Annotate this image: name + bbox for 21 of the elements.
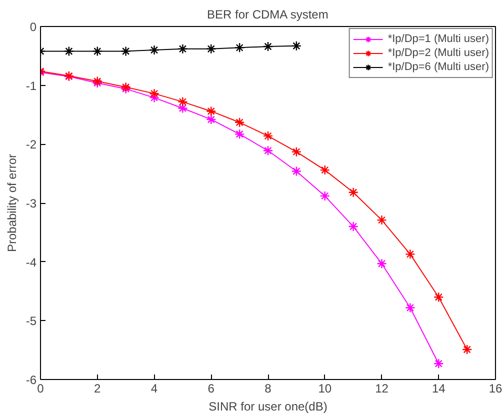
x-tick-label: 4 <box>150 382 158 396</box>
y-axis-title: Probability of error <box>4 154 19 252</box>
legend-label: *Ip/Dp=2 (Multi user) <box>388 46 489 60</box>
y-tick-label: -6 <box>26 373 37 387</box>
legend-label: *Ip/Dp=1 (Multi user) <box>388 32 489 46</box>
x-tick-label: 6 <box>208 382 215 396</box>
x-tick-label: 10 <box>318 382 332 396</box>
x-tick-label: 12 <box>375 382 389 396</box>
legend-label: *Ip/Dp=6 (Multi user) <box>388 60 489 74</box>
y-tick-label: -3 <box>26 196 37 210</box>
y-tick-label: -4 <box>26 255 37 270</box>
x-tick-label: 16 <box>488 382 502 396</box>
x-tick-label: 8 <box>264 382 272 396</box>
x-tick-label: 14 <box>432 382 446 396</box>
y-tick-label: 0 <box>30 20 37 34</box>
x-tick-label: 2 <box>94 382 102 396</box>
y-tick-label: -1 <box>26 78 37 93</box>
y-tick-label: -2 <box>26 138 37 152</box>
chart-title: BER for CDMA system <box>206 8 328 22</box>
y-tick-label: -5 <box>26 314 37 328</box>
x-axis-title: SINR for user one(dB) <box>208 400 328 414</box>
